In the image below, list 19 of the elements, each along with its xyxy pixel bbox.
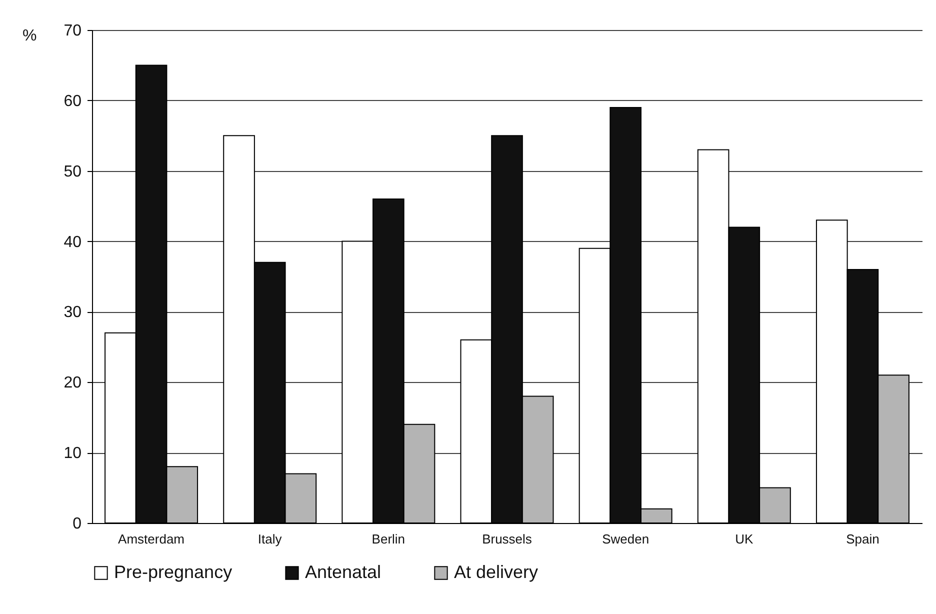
legend-label: Pre-pregnancy	[114, 562, 232, 582]
x-tick-label: Italy	[258, 532, 282, 546]
y-tick-label: 10	[64, 445, 82, 462]
x-tick-label: Sweden	[602, 532, 650, 546]
legend-label: Antenatal	[305, 562, 382, 582]
y-tick-label: 50	[64, 163, 82, 180]
y-axis-title: %	[22, 28, 37, 44]
y-tick-label: 60	[64, 92, 82, 110]
x-tick-label: UK	[735, 532, 754, 546]
y-tick-label: 20	[64, 374, 82, 392]
x-tick-label: Brussels	[482, 532, 532, 546]
x-tick-label: Berlin	[372, 532, 406, 546]
legend-label: At delivery	[454, 562, 538, 582]
y-tick-label: 70	[64, 22, 82, 40]
x-tick-label: Spain	[846, 532, 880, 546]
y-tick-label: 0	[72, 516, 82, 532]
x-tick-label: Amsterdam	[118, 532, 185, 546]
y-tick-label: 40	[64, 234, 82, 251]
y-tick-label: 30	[64, 304, 82, 322]
